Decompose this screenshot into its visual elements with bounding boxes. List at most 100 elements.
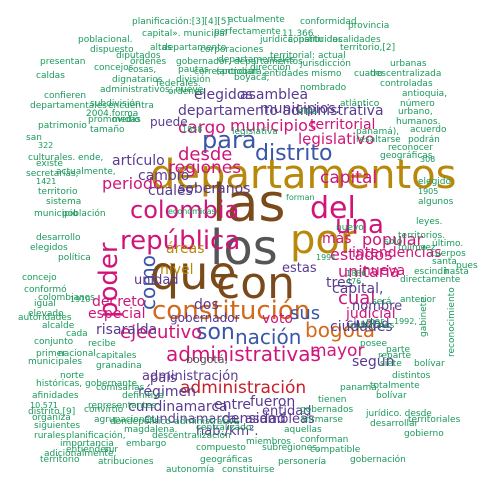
cloud-word-solo: solo bbox=[384, 237, 403, 247]
cloud-word-recibe: recibe bbox=[88, 339, 116, 349]
cloud-word-humanos: humanos. bbox=[396, 117, 441, 127]
cloud-word-historicas: históricas, gobernante bbox=[36, 379, 138, 389]
cloud-word-anterior: anterior bbox=[400, 295, 436, 305]
cloud-word-distrito: distrito bbox=[255, 141, 333, 166]
cloud-word-territoriales: territoriales bbox=[408, 415, 461, 425]
cloud-word-nombrado: nombrado bbox=[300, 83, 347, 93]
cloud-word-cuales: cuales bbox=[148, 183, 193, 199]
cloud-word-economicas: económicas bbox=[168, 207, 216, 216]
cloud-word-cual: cual bbox=[338, 288, 376, 309]
cloud-word-10571: 10.571 bbox=[30, 401, 58, 410]
cloud-word-1991: 1991 bbox=[316, 253, 337, 262]
cloud-word-periodo: periodo bbox=[102, 174, 163, 193]
cloud-word-compatible: compatible bbox=[310, 445, 361, 455]
cloud-word-11366: 11.366 bbox=[282, 29, 314, 39]
cloud-word-gobernador-dep: gobernador, departamentos bbox=[176, 57, 303, 67]
cloud-word-soberanos: soberanos bbox=[178, 181, 251, 197]
cloud-word-ordenes: órdenes bbox=[130, 57, 167, 67]
cloud-word-acuerdo: acuerdo bbox=[410, 125, 447, 135]
cloud-word-capital-bogota: 2004.forma bbox=[86, 109, 139, 119]
cloud-word-rurales: rurales bbox=[34, 431, 66, 441]
cloud-word-personeria: personería bbox=[278, 457, 327, 467]
cloud-word-division: división bbox=[176, 75, 211, 85]
cloud-word-elegidos: elegidos bbox=[194, 87, 253, 103]
cloud-word-conforman: conforman bbox=[300, 435, 349, 445]
cloud-word-panama2: panamá, bbox=[340, 383, 380, 393]
cloud-word-pues: pues bbox=[456, 261, 478, 271]
cloud-word-administrativos: administrativos, nueve bbox=[100, 85, 204, 95]
cloud-word-juridico: jurídico. desde bbox=[366, 409, 432, 419]
cloud-word-direccion: dirección bbox=[250, 63, 291, 73]
cloud-word-unidad: unidad bbox=[134, 273, 179, 288]
cloud-word-gobierno: gobierno bbox=[404, 429, 444, 439]
cloud-word-embargo: embargo bbox=[126, 439, 167, 449]
cloud-word-magdalena: magdalena. bbox=[124, 425, 178, 435]
cloud-word-distintos: distintos bbox=[392, 371, 431, 381]
cloud-word-intendencias: intendencias bbox=[352, 245, 442, 261]
cloud-word-departamento-small: departamento bbox=[162, 43, 227, 53]
cloud-word-elevado: elevado bbox=[28, 309, 64, 319]
cloud-word-dignatarios: dignatarios bbox=[112, 75, 163, 85]
cloud-word-correspondian: correspondían bbox=[194, 67, 259, 77]
cloud-word-con: con bbox=[216, 258, 295, 309]
cloud-word-caldas: caldas bbox=[36, 71, 65, 81]
cloud-word-representantes: representantes bbox=[88, 401, 157, 411]
cloud-word-juridica: jurídica, partir bbox=[260, 35, 324, 45]
cloud-word-las: las bbox=[212, 174, 286, 234]
cloud-word-concejo: concejo bbox=[22, 273, 57, 283]
cloud-word-pautas: pautas bbox=[178, 65, 209, 75]
cloud-word-poblacional: poblacional. bbox=[78, 35, 133, 45]
cloud-word-areas: áreas bbox=[166, 241, 205, 257]
cloud-word-encuentra: encuentra bbox=[108, 101, 154, 111]
cloud-word-ciudad: ciudad bbox=[346, 317, 390, 332]
cloud-word-territorio2: territorio,[2] bbox=[340, 43, 396, 53]
cloud-word-siete: siete bbox=[380, 359, 402, 369]
cloud-word-administracion-small: administración bbox=[142, 369, 239, 384]
cloud-word-geograficas2: geográficas bbox=[200, 455, 253, 465]
cloud-word-corporaciones: corporaciones bbox=[200, 45, 264, 55]
cloud-word-localidades: localidades bbox=[330, 35, 381, 45]
cloud-word-afinidades: afinidades bbox=[32, 391, 79, 401]
cloud-word-distrito-jp: distrito,[9] bbox=[28, 407, 76, 417]
cloud-word-capitales: capitales bbox=[96, 351, 137, 361]
cloud-word-numero: número bbox=[400, 99, 435, 109]
cloud-word-una: una bbox=[335, 210, 384, 240]
cloud-word-definitiva: definitiva bbox=[122, 391, 164, 401]
cloud-word-cosas: cosas, bbox=[128, 65, 157, 75]
cloud-word-vez: vez bbox=[420, 243, 436, 253]
cloud-word-antioquia: (antioquia, bbox=[216, 67, 265, 77]
cloud-word-miembros: miembros bbox=[246, 437, 291, 447]
cloud-word-1886: 1886 bbox=[346, 269, 367, 278]
cloud-word-adicionalmente: adicionalmente, bbox=[44, 449, 117, 459]
cloud-word-autoridades: autoridades bbox=[18, 313, 72, 323]
cloud-word-nombre: nombre bbox=[352, 299, 403, 314]
cloud-word-subdivision: subdivisión bbox=[90, 99, 141, 109]
cloud-word-cuatro: cuatro bbox=[354, 69, 383, 79]
cloud-word-1421: 1421 bbox=[36, 177, 57, 186]
cloud-word-por: por bbox=[290, 217, 357, 263]
cloud-word-tienen: tienen bbox=[318, 395, 347, 405]
cloud-word-antioquia2: antioquia, bbox=[402, 89, 448, 99]
cloud-word-san: san bbox=[26, 133, 42, 143]
cloud-word-convirtio: convirtió bbox=[84, 405, 124, 415]
cloud-word-colombia: colombia bbox=[130, 196, 240, 224]
cloud-word-territorio-cap: territorio bbox=[40, 455, 80, 465]
cloud-word-capital-municipal: capital». municipal bbox=[142, 29, 228, 39]
cloud-word-gobernador: gobernador bbox=[170, 311, 240, 325]
cloud-word-organiza: organiza bbox=[32, 413, 71, 423]
cloud-word-legislativo: legislativo bbox=[298, 130, 375, 148]
cloud-word-federales: federales. bbox=[156, 79, 201, 89]
cloud-word-medio: medio bbox=[112, 115, 141, 125]
cloud-word-actualmente: actualmente bbox=[228, 15, 285, 25]
cloud-word-importancia: importancia bbox=[60, 439, 114, 449]
cloud-word-especial: especial bbox=[88, 306, 146, 322]
cloud-word-diputados: diputados bbox=[116, 51, 161, 61]
cloud-word-municipales: municipales bbox=[28, 357, 83, 367]
cloud-word-departamentos: departamentos bbox=[150, 152, 457, 198]
cloud-word-ultimo: último. bbox=[432, 239, 464, 249]
cloud-word-geograficas: geográficas. bbox=[380, 151, 436, 161]
cloud-word-granadina: granadina bbox=[96, 361, 142, 371]
cloud-word-desarrollo: desarrollo bbox=[36, 233, 81, 243]
cloud-word-estas: estas bbox=[282, 261, 317, 276]
